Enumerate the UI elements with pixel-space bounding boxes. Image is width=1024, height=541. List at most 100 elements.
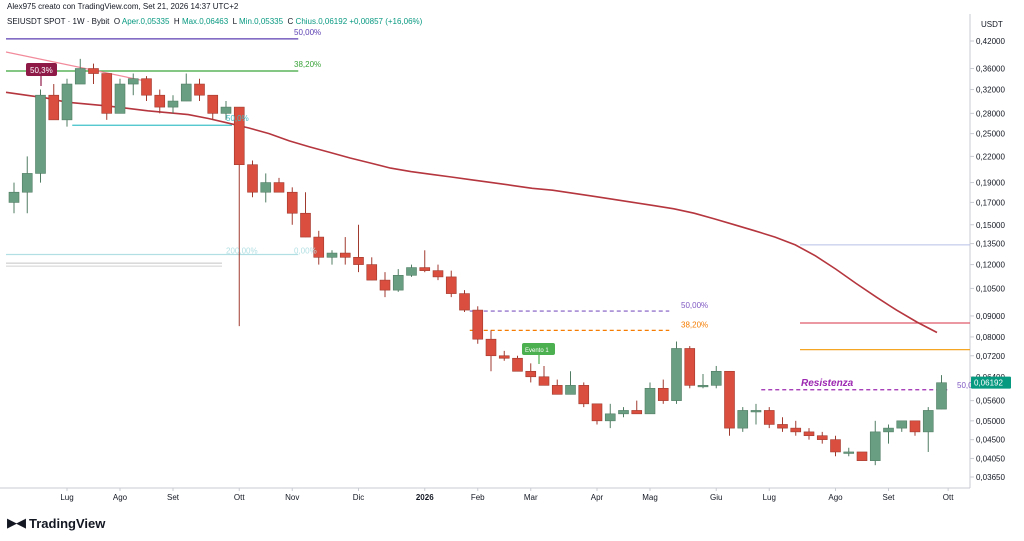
time-tick-label: Lug [60,493,73,502]
candle-body [644,387,656,415]
candle-body [180,83,192,102]
time-tick-label: Nov [285,493,299,502]
candle-body [896,420,908,429]
time-axis[interactable]: Lug Ago Set Ott Nov Dic 2026 Feb Mar Apr Mag Giu Lug… [60,488,954,502]
event-flag [522,343,555,355]
candle-body [922,410,934,433]
close-value: Chius.0,06192 [295,17,348,26]
price-tick-label: 0,13500 [976,240,1005,249]
price-tick-label: 0,10500 [976,284,1005,293]
symbol-label: SEIUSDT SPOT · 1W · Bybit [7,17,110,26]
candle-body [21,173,33,193]
candle-body [247,164,258,193]
percent-flag-label: 50,3% [30,66,53,75]
tradingview-logo-text: TradingView [29,515,106,531]
candle-body [379,279,391,291]
time-tick-label: Apr [591,493,604,502]
price-tick-label: 0,08000 [976,333,1005,342]
candle-body [790,427,802,433]
open-value: Aper.0,05335 [121,17,170,26]
price-tick-label: 0,05600 [976,397,1005,406]
resistance-label: Resistenza [801,378,854,389]
time-tick-label: Feb [471,493,485,502]
candle-body [88,68,99,74]
price-tick-label: 0,22000 [976,152,1005,161]
candle-body [604,413,616,422]
candle-body [512,357,523,372]
candle-body [538,376,550,386]
time-tick-label: Lug [763,493,776,502]
candle-body [830,439,841,453]
price-tick-label: 0,36000 [976,65,1005,74]
candle-body [48,94,60,121]
candle-body [472,309,484,340]
price-tick-label: 0,07200 [976,352,1005,361]
price-tick-label: 0,09000 [976,312,1005,321]
tradingview-logo-icon: ▶◀ [7,515,26,530]
time-tick-label: Giu [710,493,722,502]
time-tick-label: 2026 [416,493,434,502]
fib-label: 200,00% [226,246,258,255]
trend-line [5,51,151,83]
price-tick-label: 0,15000 [976,221,1005,230]
candle-body [936,382,947,410]
last-price-badge [971,376,1011,389]
close-label: C [287,17,294,26]
time-tick-label: Dic [353,493,365,502]
candle-body [286,191,298,214]
price-tick-label: 0,12000 [976,261,1005,270]
fib-label: 50,0 [957,381,973,390]
candle-body [750,410,762,413]
open-label: O [113,17,121,26]
moving-average-line [5,91,938,334]
time-tick-label: Set [882,493,895,502]
fib-label: 50,00% [681,301,708,310]
candle-body [591,403,603,422]
grid [0,14,971,489]
candle-body [445,276,457,294]
level-lines [5,38,970,391]
candle-body [326,252,338,258]
tradingview-logo[interactable]: ▶◀ TradingView [7,515,105,531]
candle-body [671,348,682,401]
candle-body [843,451,855,454]
fib-label: 0,00% [294,246,317,255]
candle-body [419,267,431,271]
candle-body [525,370,537,378]
moving-average [5,91,938,334]
candle-body [498,355,510,359]
event-flag-label: Evento 1 [525,348,549,354]
price-tick-label: 0,04050 [976,454,1005,463]
candle-body [366,264,378,281]
currency-label: USDT [981,20,1003,29]
candle-body [8,191,20,203]
fib-label: 50,00% [294,28,321,37]
high-value: Max.0,06463 [181,17,229,26]
candle-body [35,94,46,174]
price-tick-label: 0,28000 [976,109,1005,118]
price-tick-label: 0,19000 [976,179,1005,188]
candles [8,58,947,466]
candle-body [883,427,894,433]
high-label: H [173,17,180,26]
candle-body [763,410,775,425]
price-tick-label: 0,03650 [976,473,1005,482]
time-tick-label: Mar [524,493,538,502]
candle-body [61,83,73,121]
candle-body [803,431,815,437]
candle-body [141,78,152,96]
chart-header: Alex975 creato con TradingView.com, Set … [7,2,239,11]
ohlc-legend: SEIUSDT SPOT · 1W · Bybit O Aper.0,05335… [7,17,422,26]
low-value: Min.0,05335 [239,17,284,26]
price-axis[interactable]: 0,42000 0,36000 0,32000 0,28000 0,25000 0,220… [970,37,1011,482]
candle-body [856,451,868,461]
candle-body [777,424,788,429]
fib-label: 38,20% [294,60,321,69]
candle-body [432,270,444,278]
candle-body [869,431,881,461]
price-tick-label: 0,32000 [976,86,1005,95]
candle-body [220,106,232,114]
candle-body [909,420,921,433]
candle-body [459,293,470,311]
